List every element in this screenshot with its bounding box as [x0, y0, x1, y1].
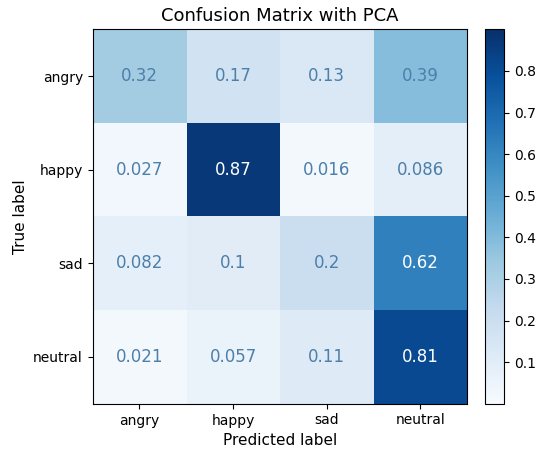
Text: 0.027: 0.027 — [116, 161, 163, 179]
Text: 0.87: 0.87 — [214, 161, 251, 179]
Text: 0.39: 0.39 — [402, 67, 439, 85]
Text: 0.32: 0.32 — [121, 67, 158, 85]
Text: 0.11: 0.11 — [308, 348, 345, 366]
Text: 0.086: 0.086 — [397, 161, 444, 179]
Text: 0.1: 0.1 — [220, 254, 247, 273]
Title: Confusion Matrix with PCA: Confusion Matrix with PCA — [161, 7, 399, 25]
Text: 0.2: 0.2 — [313, 254, 340, 273]
Text: 0.057: 0.057 — [210, 348, 257, 366]
Y-axis label: True label: True label — [12, 179, 28, 254]
Text: 0.62: 0.62 — [402, 254, 439, 273]
Text: 0.016: 0.016 — [303, 161, 350, 179]
Text: 0.13: 0.13 — [308, 67, 345, 85]
Text: 0.021: 0.021 — [116, 348, 163, 366]
X-axis label: Predicted label: Predicted label — [223, 433, 337, 448]
Text: 0.81: 0.81 — [402, 348, 439, 366]
Text: 0.17: 0.17 — [214, 67, 251, 85]
Text: 0.082: 0.082 — [116, 254, 163, 273]
